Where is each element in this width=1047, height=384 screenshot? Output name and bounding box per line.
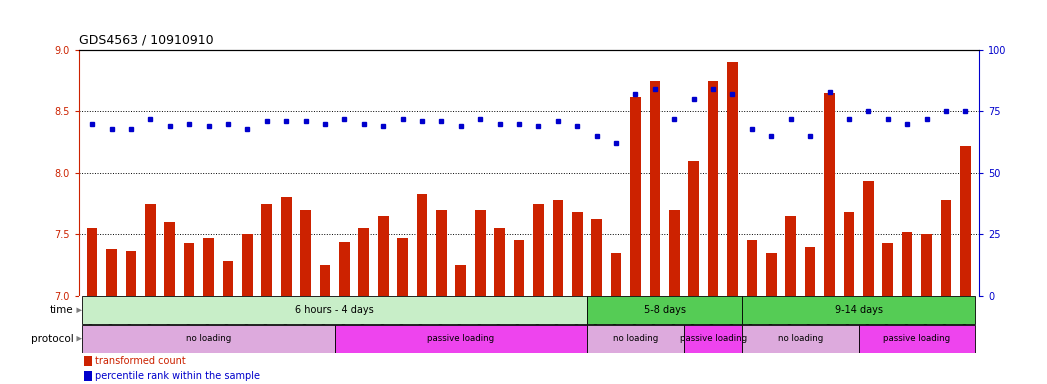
Text: passive loading: passive loading	[884, 334, 951, 343]
Bar	[921, 234, 932, 296]
Bar	[824, 93, 834, 296]
Bar	[203, 238, 214, 296]
Bar	[514, 240, 525, 296]
Bar	[85, 371, 92, 381]
Bar	[378, 216, 388, 296]
Bar	[883, 243, 893, 296]
Bar	[83, 296, 587, 324]
Bar	[688, 161, 699, 296]
Bar	[742, 296, 975, 324]
Bar	[960, 146, 971, 296]
Bar	[684, 325, 742, 353]
Bar	[630, 97, 641, 296]
Bar	[587, 296, 742, 324]
Text: 5-8 days: 5-8 days	[644, 305, 686, 315]
Bar	[844, 212, 854, 296]
Text: GDS4563 / 10910910: GDS4563 / 10910910	[79, 33, 214, 46]
Bar	[144, 204, 156, 296]
Text: time: time	[49, 305, 73, 315]
Bar	[901, 232, 913, 296]
Bar	[85, 356, 92, 366]
Text: percentile rank within the sample: percentile rank within the sample	[95, 371, 260, 381]
Bar	[339, 242, 350, 296]
Bar	[262, 204, 272, 296]
Bar	[494, 228, 505, 296]
Bar	[863, 181, 873, 296]
Bar	[436, 210, 447, 296]
Bar	[859, 325, 975, 353]
Text: 9-14 days: 9-14 days	[834, 305, 883, 315]
Bar	[164, 222, 175, 296]
Text: no loading: no loading	[612, 334, 659, 343]
Text: passive loading: passive loading	[680, 334, 747, 343]
Bar	[106, 249, 117, 296]
Bar	[397, 238, 408, 296]
Bar	[669, 210, 680, 296]
Bar	[572, 212, 582, 296]
Bar	[610, 253, 622, 296]
Bar	[587, 325, 684, 353]
Bar	[747, 240, 757, 296]
Bar	[242, 234, 252, 296]
Text: 6 hours - 4 days: 6 hours - 4 days	[295, 305, 374, 315]
Bar	[300, 210, 311, 296]
Bar	[592, 220, 602, 296]
Bar	[533, 204, 543, 296]
Text: no loading: no loading	[778, 334, 823, 343]
Bar	[766, 253, 777, 296]
Bar	[358, 228, 370, 296]
Text: no loading: no loading	[186, 334, 231, 343]
Bar	[805, 247, 816, 296]
Text: protocol: protocol	[30, 334, 73, 344]
Bar	[728, 62, 738, 296]
Text: transformed count: transformed count	[95, 356, 186, 366]
Bar	[319, 265, 330, 296]
Bar	[281, 197, 291, 296]
Bar	[742, 325, 859, 353]
Bar	[455, 265, 466, 296]
Bar	[649, 81, 661, 296]
Bar	[940, 200, 952, 296]
Bar	[785, 216, 796, 296]
Bar	[223, 261, 233, 296]
Bar	[553, 200, 563, 296]
Bar	[184, 243, 195, 296]
Bar	[475, 210, 486, 296]
Bar	[417, 194, 427, 296]
Bar	[708, 81, 718, 296]
Text: passive loading: passive loading	[427, 334, 494, 343]
Bar	[87, 228, 97, 296]
Bar	[126, 252, 136, 296]
Bar	[83, 325, 335, 353]
Bar	[335, 325, 587, 353]
